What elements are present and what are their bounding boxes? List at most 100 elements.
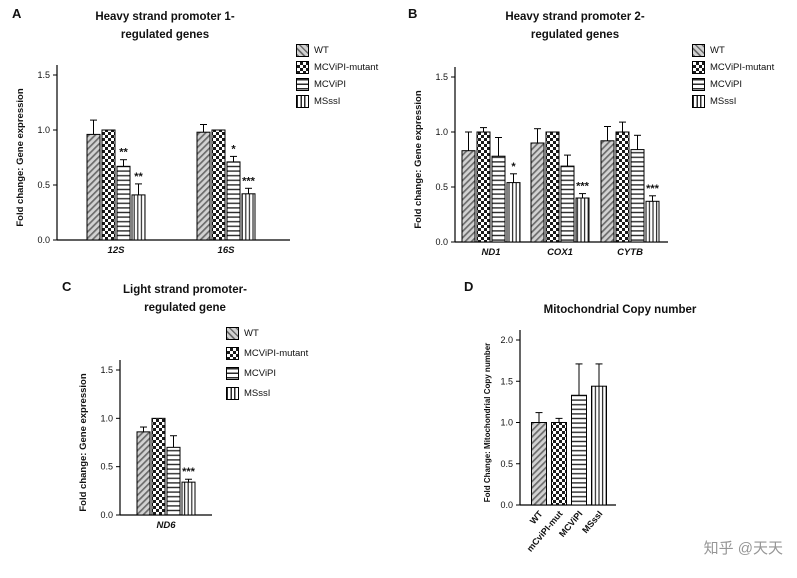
legend-item-MCViPI-mutant: MCViPI-mutant	[226, 347, 308, 360]
svg-text:Fold Change: Mitochondrial Cop: Fold Change: Mitochondrial Copy number	[483, 343, 492, 503]
svg-text:**: **	[119, 147, 128, 159]
svg-text:Fold change: Gene expression: Fold change: Gene expression	[15, 88, 26, 227]
legend-label: MCViPI-mutant	[710, 62, 775, 73]
checker-pattern-swatch	[226, 347, 239, 360]
legend-item-MCViPI-mutant: MCViPI-mutant	[296, 61, 378, 74]
chart-title-A-line1: Heavy strand promoter 1-	[95, 11, 235, 23]
legend-label: WT	[710, 45, 725, 56]
legend-label: MCViPI	[314, 79, 347, 90]
panel-label-A: A	[12, 6, 22, 21]
svg-text:*: *	[231, 143, 236, 155]
svg-text:WT: WT	[528, 508, 545, 526]
chart-title-B-line2: regulated genes	[530, 29, 620, 42]
checker-pattern-swatch	[296, 61, 309, 74]
legend-item-WT: WT	[296, 44, 378, 57]
panel-label-C: C	[62, 279, 72, 294]
vlines-pattern-swatch	[692, 95, 705, 108]
svg-text:2.0: 2.0	[500, 335, 513, 345]
svg-text:0.5: 0.5	[100, 462, 113, 472]
panel-A: A Heavy strand promoter 1- regulated gen…	[0, 0, 397, 275]
hlines-pattern-swatch	[692, 78, 705, 91]
chart-title-C-line2: regulated gene	[144, 302, 226, 315]
svg-text:***: ***	[182, 466, 196, 478]
vlines-pattern-swatch	[226, 387, 239, 400]
diagonal-pattern-swatch	[692, 44, 705, 57]
panel-label-D: D	[464, 279, 474, 294]
svg-text:1.0: 1.0	[500, 418, 513, 428]
legend-item-MSssI: MSssI	[296, 95, 378, 108]
svg-text:1.0: 1.0	[37, 125, 50, 135]
svg-text:12S: 12S	[108, 245, 126, 256]
svg-text:0.5: 0.5	[435, 182, 448, 192]
chart-title-C: Light strand promoter- regulated gene	[55, 281, 315, 318]
hlines-pattern-swatch	[296, 78, 309, 91]
panel-B: B Heavy strand promoter 2- regulated gen…	[400, 0, 797, 275]
svg-text:MSssI: MSssI	[580, 509, 604, 535]
legend-item-MCViPI: MCViPI	[226, 367, 308, 380]
vlines-pattern-swatch	[296, 95, 309, 108]
chart-title-C-line1: Light strand promoter-	[123, 284, 247, 296]
chart-title-B-line1: Heavy strand promoter 2-	[505, 11, 645, 23]
svg-text:0.0: 0.0	[100, 510, 113, 520]
svg-text:COX1: COX1	[547, 247, 573, 258]
legend-item-MCViPI: MCViPI	[692, 78, 774, 91]
legend-B: WT MCViPI-mutant MCViPI MSssI	[692, 44, 774, 112]
diagonal-pattern-swatch	[296, 44, 309, 57]
svg-text:***: ***	[646, 183, 660, 195]
legend-item-WT: WT	[692, 44, 774, 57]
legend-item-MCViPI: MCViPI	[296, 78, 378, 91]
legend-item-WT: WT	[226, 327, 308, 340]
legend-label: WT	[244, 328, 259, 339]
panel-label-B: B	[408, 6, 418, 21]
svg-text:16S: 16S	[218, 245, 236, 256]
svg-text:ND6: ND6	[156, 520, 176, 531]
svg-text:0.5: 0.5	[37, 180, 50, 190]
svg-text:ND1: ND1	[481, 247, 500, 258]
svg-text:0.0: 0.0	[500, 500, 513, 510]
watermark: 知乎 @天天	[703, 540, 783, 557]
chart-title-D: Mitochondrial Copy number	[490, 301, 750, 319]
legend-label: MCViPI	[710, 79, 743, 90]
svg-text:**: **	[134, 171, 143, 183]
chart-title-D-line1: Mitochondrial Copy number	[543, 304, 697, 316]
hlines-pattern-swatch	[226, 367, 239, 380]
svg-text:***: ***	[576, 181, 590, 193]
chart-title-A-line2: regulated genes	[120, 29, 210, 42]
svg-text:1.5: 1.5	[435, 72, 448, 82]
svg-text:0.0: 0.0	[37, 235, 50, 245]
legend-A: WT MCViPI-mutant MCViPI MSssI	[296, 44, 378, 112]
svg-text:1.0: 1.0	[435, 127, 448, 137]
panel-C: C Light strand promoter- regulated gene …	[0, 275, 397, 575]
svg-text:*: *	[511, 161, 516, 173]
chart-C-canvas: 0.0 0.5 1.0 1.5 Fold change: Gene expression…	[78, 360, 212, 531]
svg-text:1.5: 1.5	[100, 365, 113, 375]
svg-text:1.5: 1.5	[500, 376, 513, 386]
svg-text:Fold change: Gene expression: Fold change: Gene expression	[78, 373, 89, 512]
chart-A-canvas: 0.0 0.5 1.0 1.5 Fold change: Gene expression…	[15, 65, 290, 256]
legend-label: MCViPI-mutant	[244, 348, 309, 359]
legend-label: MCViPI	[244, 368, 277, 379]
svg-text:***: ***	[242, 175, 256, 187]
chart-title-B: Heavy strand promoter 2- regulated genes	[455, 8, 695, 45]
checker-pattern-swatch	[692, 61, 705, 74]
svg-text:0.5: 0.5	[500, 459, 513, 469]
chart-title-A: Heavy strand promoter 1- regulated genes	[40, 8, 290, 45]
diagonal-pattern-swatch	[226, 327, 239, 340]
svg-text:CYTB: CYTB	[617, 247, 643, 258]
legend-item-MSssI: MSssI	[692, 95, 774, 108]
legend-item-MCViPI-mutant: MCViPI-mutant	[692, 61, 774, 74]
legend-label: MSssI	[710, 96, 737, 107]
legend-item-MSssI: MSssI	[226, 387, 308, 400]
legend-label: MSssI	[314, 96, 341, 107]
svg-text:1.5: 1.5	[37, 70, 50, 80]
svg-text:0.0: 0.0	[435, 237, 448, 247]
legend-label: MCViPI-mutant	[314, 62, 379, 73]
svg-text:1.0: 1.0	[100, 413, 113, 423]
panel-D: D Mitochondrial Copy number 0.0 0.5 1.0 1.5…	[400, 275, 797, 575]
chart-D-canvas: 0.0 0.5 1.0 1.5 2.0 Fold Change: Mitochondria…	[483, 330, 616, 554]
legend-C: WT MCViPI-mutant MCViPI MSssI	[226, 327, 308, 407]
chart-B-canvas: 0.0 0.5 1.0 1.5 Fold change: Gene expression…	[413, 67, 668, 258]
legend-label: WT	[314, 45, 329, 56]
legend-label: MSssI	[244, 388, 271, 399]
